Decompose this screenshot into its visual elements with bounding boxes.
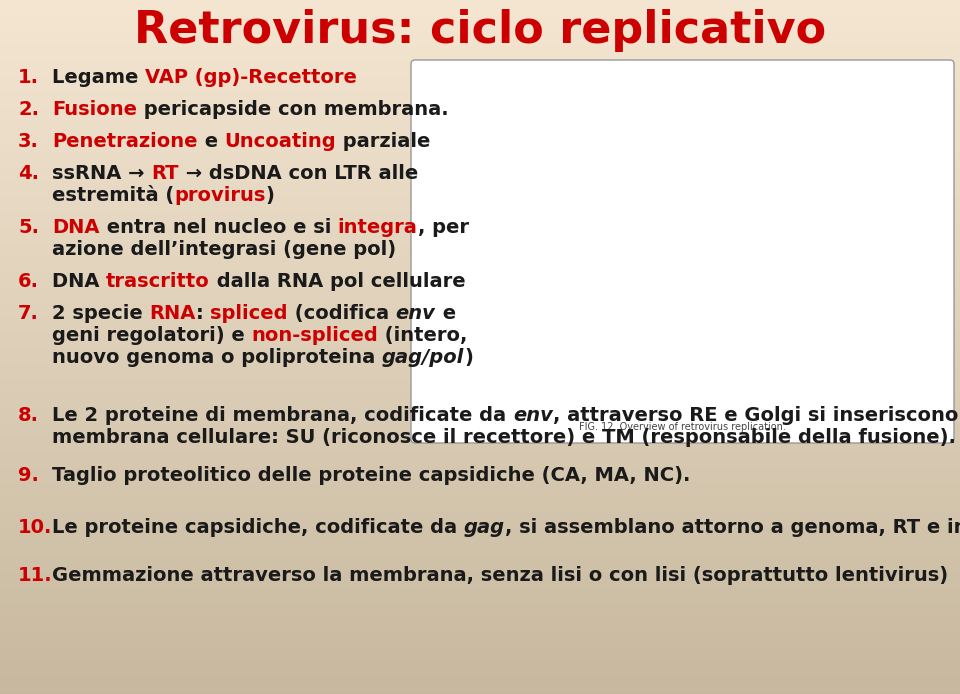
Text: Uncoating: Uncoating — [225, 132, 336, 151]
Text: ): ) — [465, 348, 473, 367]
Text: Taglio proteolitico delle proteine capsidiche (CA, MA, NC).: Taglio proteolitico delle proteine capsi… — [52, 466, 690, 485]
Text: Le proteine capsidiche, codificate da: Le proteine capsidiche, codificate da — [52, 518, 464, 537]
Text: 5.: 5. — [18, 218, 39, 237]
Text: 9.: 9. — [18, 466, 38, 485]
Text: nuovo genoma o poliproteina: nuovo genoma o poliproteina — [52, 348, 382, 367]
Text: 2.: 2. — [18, 100, 39, 119]
Text: 2 specie: 2 specie — [52, 304, 150, 323]
Text: azione dell’integrasi (gene pol): azione dell’integrasi (gene pol) — [52, 240, 396, 259]
Text: 1.: 1. — [18, 68, 39, 87]
Text: env: env — [396, 304, 436, 323]
Text: 7.: 7. — [18, 304, 38, 323]
Text: non-spliced: non-spliced — [252, 326, 378, 345]
Text: 11.: 11. — [18, 566, 53, 585]
Text: pericapside con membrana.: pericapside con membrana. — [137, 100, 448, 119]
Text: ssRNA →: ssRNA → — [52, 164, 152, 183]
Text: parziale: parziale — [336, 132, 430, 151]
Text: DNA: DNA — [52, 218, 100, 237]
Text: 10.: 10. — [18, 518, 53, 537]
Text: gag/pol: gag/pol — [382, 348, 465, 367]
Text: Penetrazione: Penetrazione — [52, 132, 198, 151]
Text: membrana cellulare: SU (riconosce il recettore) e TM (responsabile della fusione: membrana cellulare: SU (riconosce il rec… — [52, 428, 956, 447]
Text: RT: RT — [152, 164, 179, 183]
Text: e: e — [436, 304, 456, 323]
Text: Gemmazione attraverso la membrana, senza lisi o con lisi (soprattutto lentivirus: Gemmazione attraverso la membrana, senza… — [52, 566, 948, 585]
Text: , attraverso RE e Golgi si inseriscono nella: , attraverso RE e Golgi si inseriscono n… — [553, 406, 960, 425]
Text: 8.: 8. — [18, 406, 39, 425]
Text: gag: gag — [464, 518, 505, 537]
Text: geni regolatori) e: geni regolatori) e — [52, 326, 252, 345]
Text: Retrovirus: ciclo replicativo: Retrovirus: ciclo replicativo — [134, 8, 826, 51]
Text: VAP (gp)-Recettore: VAP (gp)-Recettore — [145, 68, 357, 87]
Text: env: env — [513, 406, 553, 425]
Text: DNA: DNA — [52, 272, 107, 291]
Text: (codifica: (codifica — [288, 304, 396, 323]
Text: RNA: RNA — [150, 304, 196, 323]
Text: e: e — [198, 132, 225, 151]
Text: dalla RNA pol cellulare: dalla RNA pol cellulare — [210, 272, 466, 291]
Text: (intero,: (intero, — [378, 326, 468, 345]
Text: Le 2 proteine di membrana, codificate da: Le 2 proteine di membrana, codificate da — [52, 406, 513, 425]
Text: ): ) — [266, 186, 275, 205]
Text: Legame: Legame — [52, 68, 145, 87]
Text: Fusione: Fusione — [52, 100, 137, 119]
Text: provirus: provirus — [175, 186, 266, 205]
Text: 4.: 4. — [18, 164, 39, 183]
Text: spliced: spliced — [210, 304, 288, 323]
FancyBboxPatch shape — [411, 60, 954, 443]
Text: integra: integra — [338, 218, 418, 237]
Text: → dsDNA con LTR alle: → dsDNA con LTR alle — [179, 164, 418, 183]
Text: estremità (: estremità ( — [52, 186, 175, 205]
Text: entra nel nucleo e si: entra nel nucleo e si — [100, 218, 338, 237]
Text: 3.: 3. — [18, 132, 38, 151]
Text: , per: , per — [418, 218, 468, 237]
Text: :: : — [196, 304, 210, 323]
Text: trascritto: trascritto — [107, 272, 210, 291]
Text: FIG. 12. Overview of retrovirus replication.: FIG. 12. Overview of retrovirus replicat… — [579, 422, 785, 432]
Text: 6.: 6. — [18, 272, 39, 291]
Text: , si assemblano attorno a genoma, RT e integrasi: , si assemblano attorno a genoma, RT e i… — [505, 518, 960, 537]
